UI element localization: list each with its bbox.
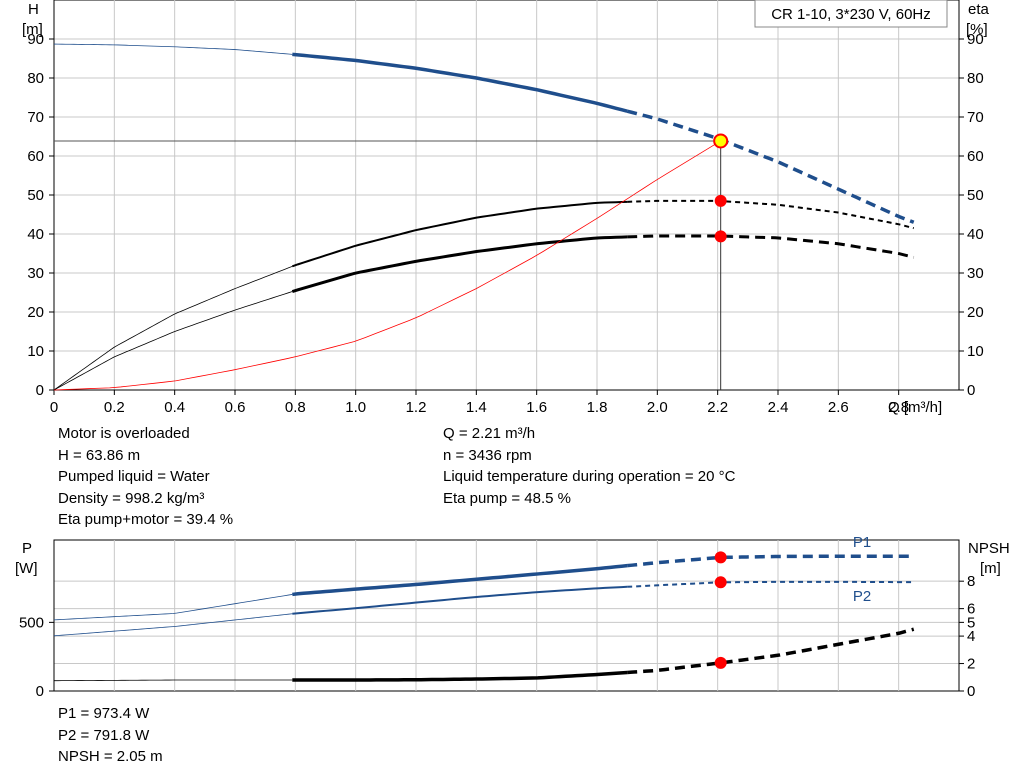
y-right-tick-label: 50 — [967, 187, 984, 204]
y-left-tick-label: 10 — [27, 343, 44, 360]
p2-value-text: P2 = 791.8 W — [58, 726, 150, 744]
y-right-axis-name: eta — [968, 1, 990, 18]
p1-series-label: P1 — [853, 534, 871, 551]
y-left-tick-label: 20 — [27, 304, 44, 321]
eta-pump-motor-duty-marker — [714, 230, 727, 243]
npsh-duty-marker — [714, 656, 727, 669]
p1-curve-thin-segment — [53, 594, 293, 621]
eta-pump-motor-text: Eta pump+motor = 39.4 % — [58, 511, 234, 529]
npsh-axis-unit: [m] — [980, 560, 1001, 577]
liquid-temp-text: Liquid temperature during operation = 20… — [443, 468, 736, 486]
npsh-axis-tick-label: 0 — [967, 683, 975, 700]
p2-curve-thin-segment — [53, 613, 293, 637]
npsh-curve-dashed-segment — [627, 627, 915, 675]
y-right-tick-label: 10 — [967, 343, 984, 360]
x-tick-label: 1.8 — [587, 399, 608, 416]
head-value-text: H = 63.86 m — [58, 446, 141, 464]
system-curve-line — [53, 140, 721, 391]
p-axis-name: P — [22, 540, 32, 557]
y-right-tick-label: 90 — [967, 31, 984, 48]
info-left-block: Motor is overloaded H = 63.86 m Pumped l… — [58, 423, 233, 531]
x-tick-label: 2.2 — [707, 399, 728, 416]
x-tick-label: 1.0 — [345, 399, 366, 416]
flow-value-text: Q = 2.21 m³/h — [443, 425, 536, 442]
info-bottom-block: P1 = 973.4 W P2 = 791.8 W NPSH = 2.05 m — [58, 703, 163, 768]
p2-curve-solid-segment — [292, 585, 628, 615]
y-right-axis-unit: [%] — [966, 21, 988, 38]
y-right-tick-label: 0 — [967, 382, 975, 399]
y-left-tick-label: 40 — [27, 226, 44, 243]
x-tick-label: 2.6 — [828, 399, 849, 416]
y-right-tick-label: 80 — [967, 70, 984, 87]
p1-value-text: P1 = 973.4 W — [58, 705, 150, 722]
head-duty-marker — [713, 133, 729, 149]
x-tick-label: 1.6 — [526, 399, 547, 416]
y-left-axis-name: H — [28, 1, 39, 18]
eta-pump-curve-dashed-segment — [627, 199, 915, 230]
npsh-axis-tick-label: 2 — [967, 656, 975, 673]
y-right-tick-label: 70 — [967, 109, 984, 126]
eta-pump-duty-marker — [714, 194, 727, 207]
chart-title: CR 1-10, 3*230 V, 60Hz — [771, 6, 931, 23]
density-text: Density = 998.2 kg/m³ — [58, 489, 205, 507]
motor-status-text: Motor is overloaded — [58, 425, 190, 442]
speed-value-text: n = 3436 rpm — [443, 446, 532, 464]
y-left-tick-label: 30 — [27, 265, 44, 282]
x-tick-label: 2.4 — [768, 399, 789, 416]
eta-pump-curve-thin-segment — [53, 265, 293, 391]
head-curve-dashed-segment — [626, 109, 915, 224]
x-tick-label: 0.2 — [104, 399, 125, 416]
head-curve-thin-segment — [53, 43, 293, 55]
p1-curve-solid-segment — [292, 563, 628, 597]
x-tick-label: 2.0 — [647, 399, 668, 416]
y-left-tick-label: 70 — [27, 109, 44, 126]
p2-duty-marker — [714, 576, 727, 589]
eta-pump-motor-curve-thin-segment — [53, 291, 293, 391]
npsh-axis-tick-label: 4 — [967, 628, 975, 645]
y-left-tick-label: 90 — [27, 31, 44, 48]
npsh-axis-name: NPSH — [968, 540, 1010, 557]
x-axis-label: Q [m³/h] — [888, 399, 942, 416]
x-tick-label: 2.8 — [888, 399, 909, 416]
p-axis-tick-label: 0 — [36, 683, 44, 700]
x-tick-label: 0.4 — [164, 399, 185, 416]
y-left-tick-label: 0 — [36, 382, 44, 399]
y-left-tick-label: 60 — [27, 148, 44, 165]
y-left-axis-unit: [m] — [22, 21, 43, 38]
p-axis-unit: [W] — [15, 560, 38, 577]
y-left-tick-label: 80 — [27, 70, 44, 87]
eta-pump-motor-curve-solid-segment — [291, 235, 628, 293]
x-tick-label: 0 — [50, 399, 58, 416]
npsh-axis-tick-label: 8 — [967, 573, 975, 590]
x-tick-label: 0.6 — [225, 399, 246, 416]
y-right-tick-label: 20 — [967, 304, 984, 321]
pumped-liquid-text: Pumped liquid = Water — [58, 468, 210, 486]
y-right-tick-label: 30 — [967, 265, 984, 282]
p-axis-tick-label: 500 — [19, 614, 44, 631]
npsh-value-text: NPSH = 2.05 m — [58, 748, 163, 766]
p1-duty-marker — [714, 551, 727, 564]
npsh-curve-thin-segment — [53, 679, 293, 682]
eta-pump-text: Eta pump = 48.5 % — [443, 489, 571, 507]
info-right-block: Q = 2.21 m³/h n = 3436 rpm Liquid temper… — [443, 423, 735, 509]
head-curve-solid-segment — [292, 52, 628, 113]
npsh-axis-tick-label: 5 — [967, 614, 975, 631]
x-tick-label: 0.8 — [285, 399, 306, 416]
p2-curve-dashed-segment — [627, 580, 914, 588]
x-tick-label: 1.4 — [466, 399, 487, 416]
p2-series-label: P2 — [853, 588, 871, 605]
y-right-tick-label: 60 — [967, 148, 984, 165]
npsh-curve-solid-segment — [292, 670, 628, 682]
bottom-plot-area — [53, 539, 960, 692]
x-tick-label: 1.2 — [406, 399, 427, 416]
y-left-tick-label: 50 — [27, 187, 44, 204]
npsh-axis-tick-label: 6 — [967, 601, 975, 618]
chart-title-box — [754, 0, 948, 28]
y-right-tick-label: 40 — [967, 226, 984, 243]
eta-pump-curve-solid-segment — [291, 200, 628, 268]
